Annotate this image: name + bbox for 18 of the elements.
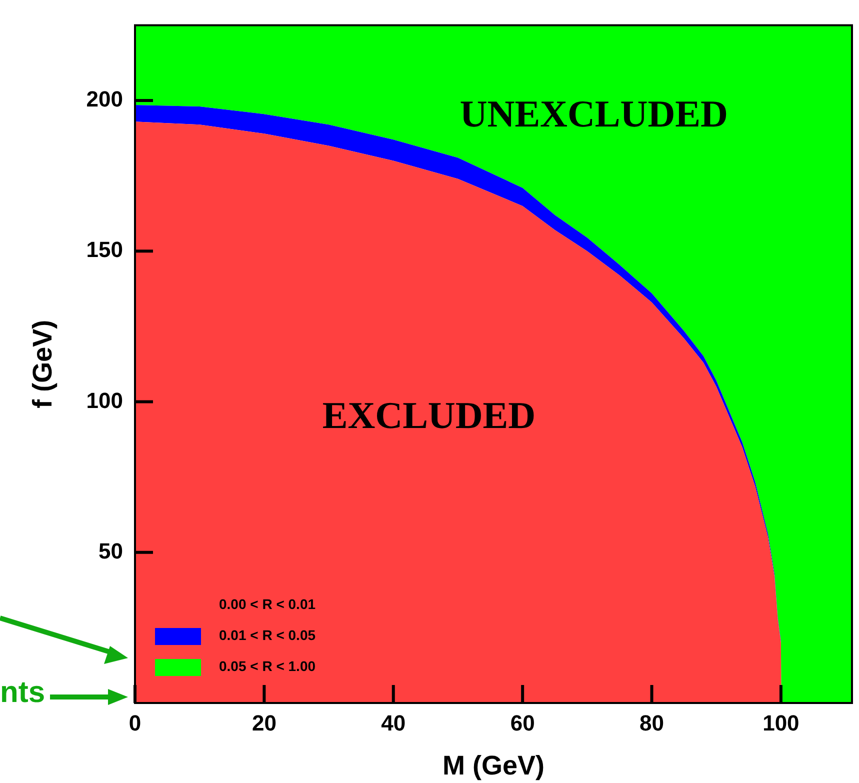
y-tick-label: 150 <box>86 237 123 262</box>
series-label: 0.00 < R < 0.01 <box>219 596 316 612</box>
legend-label: 0.05 < R < 1.00 <box>219 658 316 674</box>
x-tick-label: 80 <box>640 710 664 736</box>
legend-label: 0.01 < R < 0.05 <box>219 626 316 643</box>
annotation: UNEXCLUDED <box>460 94 728 136</box>
x-tick-label: 100 <box>762 710 800 736</box>
annotation: EXCLUDED <box>322 395 536 438</box>
y-tick-label: 200 <box>86 86 123 112</box>
x-tick-label: 60 <box>510 710 535 736</box>
text: nts <box>0 676 45 710</box>
x-tick-label: 0 <box>128 710 142 736</box>
x-axis-title: M (GeV) <box>442 750 545 780</box>
y-tick-label: 50 <box>98 538 123 564</box>
x-tick-label: 20 <box>252 710 276 736</box>
y-axis-title: f (GeV) <box>28 320 58 408</box>
y-tick-label: 100 <box>86 388 123 413</box>
x-tick-label: 40 <box>381 710 406 736</box>
